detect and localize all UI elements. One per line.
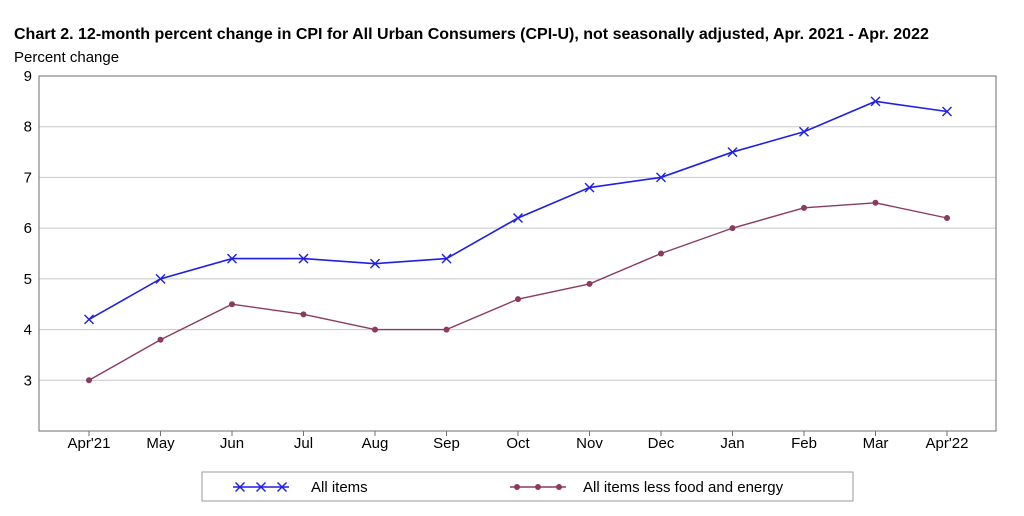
x-marker-stroke: [155, 273, 166, 284]
legend-item-1: All items less food and energy: [510, 479, 784, 496]
x-tick-label: Apr'22: [926, 435, 969, 452]
legend-marker: [277, 482, 287, 492]
data-point: [584, 182, 595, 193]
data-point: [372, 326, 378, 333]
x-marker-stroke: [584, 182, 595, 193]
data-point: [658, 250, 664, 257]
legend-marker: [556, 484, 562, 490]
data-point: [370, 258, 380, 269]
data-point: [656, 172, 666, 183]
x-marker-stroke: [656, 172, 666, 183]
data-point: [801, 204, 807, 211]
y-tick-label: 8: [24, 119, 32, 136]
y-tick-label: 9: [24, 68, 32, 85]
x-marker-stroke: [513, 213, 523, 223]
y-tick-label: 3: [24, 372, 32, 389]
series-line: [88, 202, 948, 381]
x-tick-label: Apr'21: [68, 435, 111, 452]
legend-label: All items less food and energy: [583, 479, 784, 496]
legend-marker: [235, 482, 245, 492]
x-tick-label: Feb: [791, 435, 817, 452]
x-marker-stroke: [870, 96, 881, 107]
data-point: [513, 213, 523, 223]
series-0: [84, 96, 952, 325]
x-marker-stroke: [727, 147, 738, 158]
data-point: [727, 147, 738, 158]
x-marker-stroke: [441, 253, 452, 264]
legend-item-0: All items: [233, 479, 368, 496]
y-tick-label: 7: [24, 169, 32, 186]
series-1: [86, 199, 950, 384]
data-point: [155, 273, 166, 284]
x-tick-label: May: [146, 435, 175, 452]
data-point: [443, 326, 450, 333]
x-marker-stroke: [256, 482, 266, 492]
data-point: [227, 253, 237, 264]
data-point: [84, 314, 94, 325]
grid-lines: [39, 75, 996, 381]
x-tick-label: Oct: [506, 435, 530, 452]
data-point: [942, 106, 952, 117]
x-tick-label: Jun: [220, 435, 244, 452]
chart-title: Chart 2. 12-month percent change in CPI …: [14, 26, 929, 43]
x-tick-label: Dec: [648, 435, 675, 452]
y-tick-label: 5: [24, 271, 32, 288]
y-tick-label: 6: [24, 220, 32, 237]
legend-label: All items: [311, 479, 368, 496]
y-tick-label: 4: [24, 322, 32, 339]
x-marker-stroke: [942, 106, 952, 117]
x-marker-stroke: [799, 126, 809, 137]
x-tick-label: Mar: [863, 435, 889, 452]
data-point: [870, 96, 881, 107]
x-marker-stroke: [298, 253, 309, 264]
series-line: [88, 100, 948, 321]
legend-marker: [514, 484, 520, 490]
legend: All items All items less food and energy: [201, 471, 854, 502]
data-point: [515, 296, 521, 303]
x-marker-stroke: [84, 314, 94, 325]
x-tick-label: Nov: [576, 435, 603, 452]
x-tick-label: Aug: [362, 435, 389, 452]
x-marker-stroke: [370, 258, 380, 269]
data-point: [729, 225, 736, 232]
x-marker-stroke: [277, 482, 287, 492]
data-point: [86, 377, 92, 384]
data-point: [298, 253, 309, 264]
x-tick-label: Sep: [433, 435, 460, 452]
axes: 3 4 5 6 7 8 9 Apr'21 May Jun Jul Aug Sep Oct Nov Dec Jan…: [24, 68, 997, 452]
legend-marker: [535, 484, 541, 490]
x-tick-label: Jan: [720, 435, 744, 452]
x-marker-stroke: [235, 482, 245, 492]
y-axis-label: Percent change: [14, 49, 120, 66]
data-point: [872, 199, 879, 206]
x-tick-label: Jul: [294, 435, 313, 452]
legend-marker: [256, 482, 266, 492]
plot-frame: [38, 75, 997, 432]
data-point: [441, 253, 452, 264]
data-point: [157, 336, 164, 343]
data-point: [300, 311, 307, 318]
data-point: [944, 215, 950, 221]
data-point: [586, 280, 593, 287]
series-lines: [84, 96, 952, 384]
data-point: [229, 301, 235, 308]
x-marker-stroke: [227, 253, 237, 264]
data-point: [799, 126, 809, 137]
